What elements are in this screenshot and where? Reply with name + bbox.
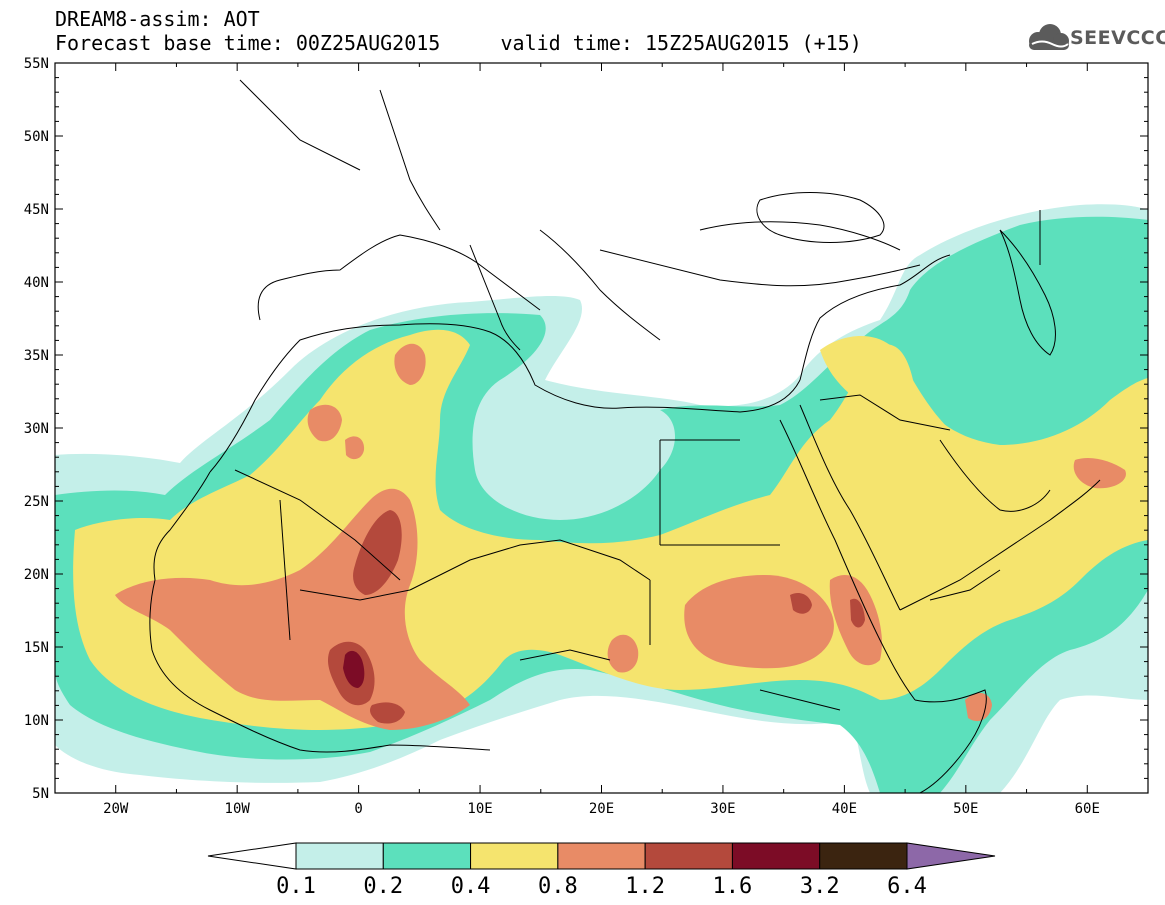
lon-tick-label: 40E xyxy=(832,801,857,817)
lat-tick-label: 55N xyxy=(24,56,49,72)
lon-tick-label: 10E xyxy=(467,801,492,817)
colorbar-label: 0.4 xyxy=(451,874,491,899)
aot-level-0-8 xyxy=(345,436,365,460)
colorbar-label: 0.2 xyxy=(363,874,403,899)
colorbar-segment xyxy=(207,842,297,870)
aot-level-0-8 xyxy=(1073,458,1126,489)
lon-tick-label: 20W xyxy=(103,801,129,817)
lat-tick-label: 30N xyxy=(24,421,49,437)
lat-tick-label: 40N xyxy=(24,275,49,291)
aot-level-1-2 xyxy=(370,702,405,724)
aot-level-1-6 xyxy=(343,650,365,688)
aot-level-0-2 xyxy=(988,231,1148,300)
aot-level-0-8 xyxy=(965,693,992,722)
lat-tick-label: 45N xyxy=(24,202,49,218)
colorbar-segment xyxy=(644,842,733,870)
lat-tick-label: 35N xyxy=(24,348,49,364)
lat-tick-label: 25N xyxy=(24,494,49,510)
lon-tick-label: 50E xyxy=(953,801,978,817)
cloud-icon xyxy=(1029,24,1069,50)
lat-tick-label: 20N xyxy=(24,567,49,583)
lat-tick-label: 50N xyxy=(24,129,49,145)
colorbar-label: 0.8 xyxy=(538,874,578,899)
aot-level-1-2 xyxy=(850,598,865,628)
colorbar-segment xyxy=(470,842,559,870)
colorbar-label: 1.2 xyxy=(625,874,665,899)
lon-tick-label: 60E xyxy=(1075,801,1100,817)
colorbar-segment xyxy=(557,842,646,870)
lon-tick-label: 0 xyxy=(354,801,362,817)
forecast-time-line: Forecast base time: 00Z25AUG2015 valid t… xyxy=(55,31,862,55)
map-title: DREAM8-assim: AOT xyxy=(55,7,260,31)
aot-level-0-8 xyxy=(307,404,342,442)
lat-tick-label: 15N xyxy=(24,640,49,656)
colorbar-label: 3.2 xyxy=(800,874,840,899)
colorbar-segment xyxy=(382,842,472,870)
aot-level-0-4 xyxy=(820,335,1148,503)
colorbar-label: 0.1 xyxy=(276,874,316,899)
colorbar-segment xyxy=(731,842,821,870)
colorbar-segment xyxy=(295,842,384,870)
colorbar-segment xyxy=(906,842,996,870)
lat-tick-label: 5N xyxy=(32,786,49,802)
lon-tick-label: 30E xyxy=(710,801,735,817)
aot-level-1-2 xyxy=(353,510,402,595)
axis-ticks: 20W 10W 0 10E 20E 30E 40E 50E 60E 55N 50N 45N 40N 35N… xyxy=(24,56,1149,817)
colorbar: 0.1 0.2 0.4 0.8 1.2 1.6 3.2 6.4 xyxy=(207,842,996,899)
colorbar-segment xyxy=(819,842,908,870)
colorbar-label: 1.6 xyxy=(713,874,753,899)
aot-level-0-8 xyxy=(394,343,426,385)
coastlines xyxy=(149,79,1101,793)
logo-text: SEEVCCC xyxy=(1070,27,1165,49)
colorbar-label: 6.4 xyxy=(887,874,927,899)
lon-tick-label: 20E xyxy=(589,801,614,817)
lat-tick-label: 10N xyxy=(24,713,49,729)
aot-level-1-2 xyxy=(790,593,812,614)
aot-level-0-8 xyxy=(607,634,639,673)
aot-fields xyxy=(55,63,1148,793)
lon-tick-label: 10W xyxy=(225,801,251,817)
